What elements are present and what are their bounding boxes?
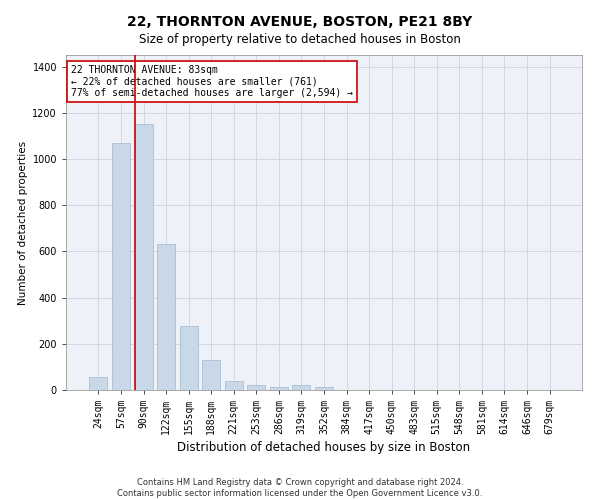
- Bar: [89, 378, 107, 390]
- Text: Size of property relative to detached houses in Boston: Size of property relative to detached ho…: [139, 32, 461, 46]
- Text: 22, THORNTON AVENUE, BOSTON, PE21 8BY: 22, THORNTON AVENUE, BOSTON, PE21 8BY: [127, 15, 473, 29]
- Bar: [179, 326, 198, 390]
- Bar: [270, 386, 288, 390]
- Bar: [112, 143, 130, 390]
- Y-axis label: Number of detached properties: Number of detached properties: [18, 140, 28, 304]
- X-axis label: Distribution of detached houses by size in Boston: Distribution of detached houses by size …: [178, 441, 470, 454]
- Bar: [292, 386, 310, 390]
- Bar: [225, 381, 243, 390]
- Bar: [134, 124, 152, 390]
- Bar: [202, 360, 220, 390]
- Text: Contains HM Land Registry data © Crown copyright and database right 2024.
Contai: Contains HM Land Registry data © Crown c…: [118, 478, 482, 498]
- Bar: [247, 386, 265, 390]
- Bar: [157, 244, 175, 390]
- Text: 22 THORNTON AVENUE: 83sqm
← 22% of detached houses are smaller (761)
77% of semi: 22 THORNTON AVENUE: 83sqm ← 22% of detac…: [71, 65, 353, 98]
- Bar: [315, 387, 333, 390]
